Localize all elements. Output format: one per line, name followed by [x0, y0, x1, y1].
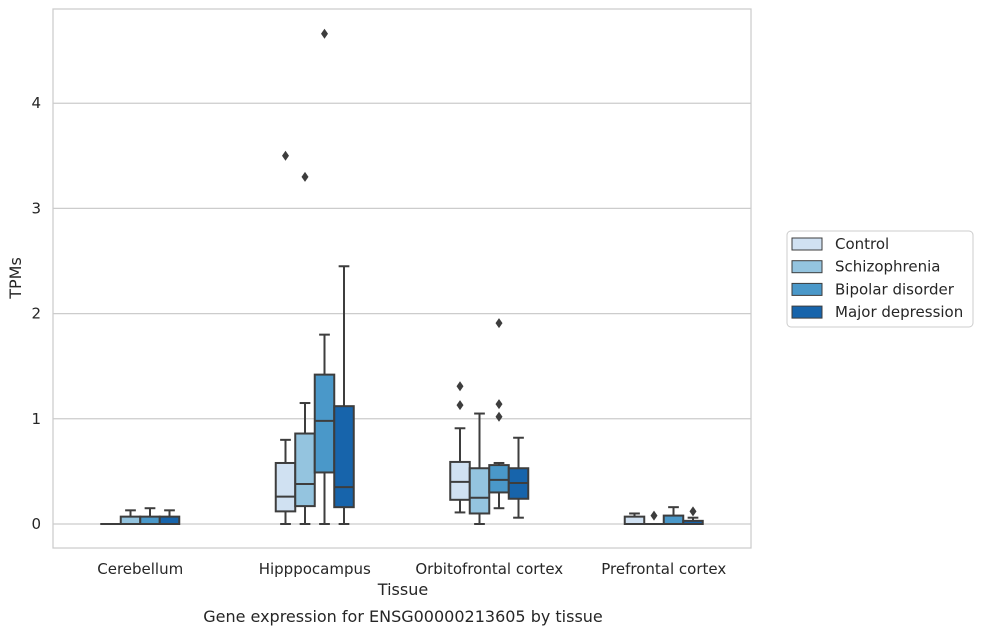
outlier-point [495, 411, 503, 422]
legend-label: Bipolar disorder [835, 280, 955, 298]
box-bipolar-disorder [662, 506, 685, 525]
x-tick-label: Cerebellum [97, 560, 183, 578]
iqr-box [623, 515, 646, 525]
box-plot-marks [100, 28, 704, 526]
box-major-depression [158, 509, 181, 525]
x-tick-labels: Cerebellum Hipppocampus Orbitofrontal cort… [97, 560, 726, 578]
legend-label: Major depression [835, 303, 963, 321]
legend-swatch [791, 282, 823, 296]
outlier-point [650, 510, 658, 521]
box-major-depression [682, 506, 704, 525]
outlier-point [689, 506, 697, 517]
legend: Control Schizophrenia Bipolar disorder Majo… [786, 230, 974, 328]
y-tick-label: 1 [31, 410, 41, 428]
x-tick-label: Hipppocampus [259, 560, 371, 578]
outlier-point [321, 28, 328, 39]
iqr-box [158, 515, 181, 525]
plot-frame [52, 8, 752, 549]
y-axis-title: TPMs [6, 257, 25, 300]
box-bipolar-disorder [488, 318, 510, 510]
outlier-point [495, 399, 503, 410]
y-gridlines [53, 102, 751, 525]
box-schizophrenia [294, 171, 316, 525]
iqr-box [313, 373, 336, 474]
iqr-box [449, 460, 471, 501]
iqr-box [662, 514, 685, 525]
iqr-box [333, 405, 355, 509]
x-tick-label: Prefrontal cortex [601, 560, 726, 578]
box-schizophrenia [468, 412, 491, 525]
outlier-point [456, 400, 464, 411]
y-tick-labels: 0 1 2 3 4 [31, 94, 41, 533]
box-major-depression [507, 436, 530, 519]
outlier-point [495, 318, 503, 329]
legend-label: Control [835, 235, 889, 253]
outlier-point [282, 150, 289, 161]
y-tick-label: 4 [31, 94, 41, 112]
outlier-point [456, 381, 464, 392]
iqr-box [294, 432, 316, 508]
iqr-box [488, 464, 510, 494]
box-schizophrenia [119, 509, 142, 525]
iqr-box [274, 461, 297, 513]
legend-swatch [791, 305, 823, 319]
box-control [623, 512, 646, 525]
box-bipolar-disorder [139, 507, 161, 525]
y-tick-label: 0 [31, 515, 41, 533]
legend-swatch [791, 237, 823, 251]
y-tick-label: 2 [31, 305, 41, 323]
legend-label: Schizophrenia [835, 258, 940, 276]
box-major-depression [333, 265, 355, 525]
outlier-point [301, 171, 309, 182]
legend-swatch [791, 260, 823, 274]
x-axis-title: Tissue [377, 580, 428, 599]
iqr-box [468, 467, 491, 515]
box-control [449, 381, 471, 514]
box-schizophrenia [643, 510, 665, 526]
legend-frame [786, 230, 974, 328]
box-control [274, 150, 297, 525]
chart-caption: Gene expression for ENSG00000213605 by t… [203, 607, 603, 626]
iqr-box [119, 515, 142, 525]
y-tick-label: 3 [31, 199, 41, 217]
iqr-box [139, 515, 161, 525]
x-tick-label: Orbitofrontal cortex [415, 560, 563, 578]
